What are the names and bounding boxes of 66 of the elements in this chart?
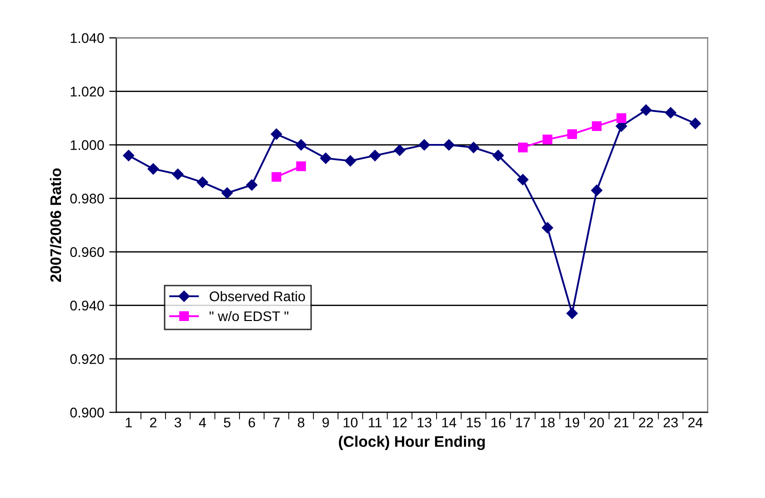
x-tick-label: 17 xyxy=(516,418,530,428)
x-tick-label: 23 xyxy=(664,418,678,428)
point xyxy=(592,121,602,131)
y-tick-label: 0.900 xyxy=(70,408,104,418)
x-tick-label: 4 xyxy=(198,418,206,428)
x-tick-label: 8 xyxy=(298,418,304,428)
x-tick-label: 18 xyxy=(540,418,555,428)
point xyxy=(196,176,208,188)
point xyxy=(394,144,406,156)
x-tick-label: 16 xyxy=(492,418,506,428)
legend-label: " w/o EDST " xyxy=(210,310,288,322)
point xyxy=(665,107,676,118)
x-tick-label: 5 xyxy=(224,418,230,428)
x-tick-label: 10 xyxy=(344,418,358,428)
x-tick-label: 24 xyxy=(688,418,703,428)
point xyxy=(542,222,554,234)
x-tick-label: 20 xyxy=(590,418,604,428)
point xyxy=(295,139,307,150)
point xyxy=(640,104,652,116)
point xyxy=(492,150,504,162)
y-tick-label: 1.020 xyxy=(70,86,104,97)
point xyxy=(148,163,159,175)
point xyxy=(542,134,552,144)
y-tick-label: 1.040 xyxy=(70,33,104,44)
point xyxy=(418,139,430,150)
y-tick-label: 0.980 xyxy=(70,194,104,204)
point xyxy=(690,118,701,130)
x-tick-label: 22 xyxy=(639,418,654,428)
x-tick-label: 3 xyxy=(174,418,182,428)
x-tick-label: 7 xyxy=(273,418,280,428)
x-tick-label: 9 xyxy=(322,418,329,428)
x-tick-label: 13 xyxy=(418,418,432,428)
point xyxy=(172,168,184,180)
x-tick-label: 6 xyxy=(248,418,256,428)
point xyxy=(591,184,602,196)
legend-label: Observed Ratio xyxy=(210,291,305,302)
point xyxy=(567,129,577,140)
x-tick-label: 15 xyxy=(466,418,481,428)
x-tick-label: 21 xyxy=(614,418,628,428)
y-tick-label: 0.940 xyxy=(70,300,104,311)
y-tick-label: 0.920 xyxy=(70,354,104,364)
point xyxy=(122,150,134,162)
point xyxy=(222,187,233,199)
point xyxy=(272,172,282,182)
x-tick-label: 12 xyxy=(392,418,407,428)
x-axis-title: (Clock) Hour Ending xyxy=(338,436,485,450)
point xyxy=(443,139,455,150)
x-tick-label: 1 xyxy=(126,418,132,428)
y-tick-label: 0.960 xyxy=(70,247,104,258)
point xyxy=(270,128,282,140)
point xyxy=(246,179,258,191)
point xyxy=(344,155,356,167)
y-axis-title: 2007/2006 Ratio xyxy=(50,168,62,282)
point xyxy=(320,152,332,164)
point xyxy=(517,174,528,186)
x-tick-label: 19 xyxy=(565,418,580,428)
x-tick-label: 2 xyxy=(150,418,156,428)
point xyxy=(369,150,381,162)
point xyxy=(296,161,306,172)
point xyxy=(616,113,626,123)
point xyxy=(468,142,480,154)
point xyxy=(518,142,528,152)
x-tick-label: 11 xyxy=(368,418,382,428)
x-tick-label: 14 xyxy=(442,418,456,428)
y-tick-label: 1.000 xyxy=(70,140,104,150)
point xyxy=(566,308,578,319)
